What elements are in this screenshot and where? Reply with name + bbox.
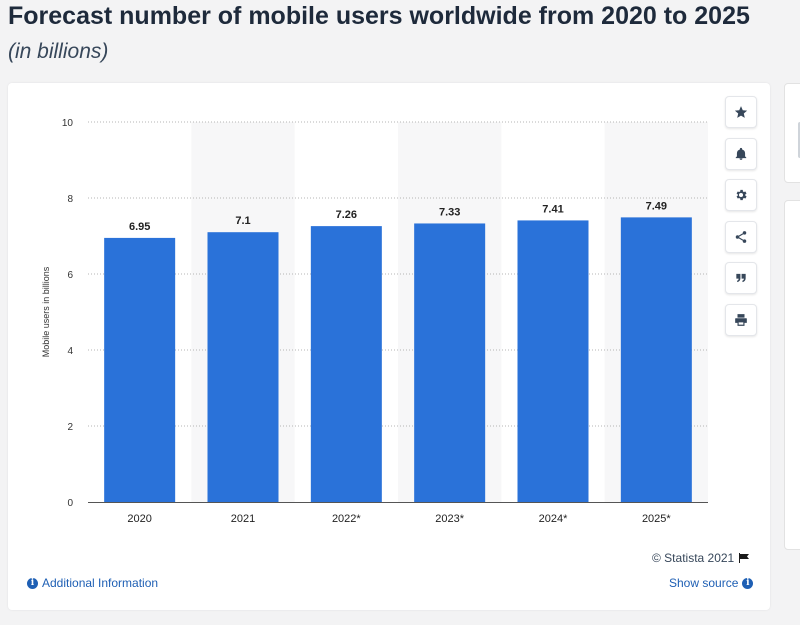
share-icon	[735, 230, 747, 243]
star-icon	[734, 106, 748, 118]
info-icon: i	[742, 577, 754, 589]
y-axis-title: Mobile users in billions	[41, 266, 51, 357]
bar-value-label: 7.41	[542, 203, 563, 215]
additional-information-label: Additional Information	[42, 576, 159, 590]
bar	[517, 220, 589, 503]
x-tick-label: 2023*	[435, 513, 464, 525]
gear-icon	[736, 189, 747, 201]
bar-value-label: 7.33	[439, 206, 460, 218]
bar	[207, 232, 279, 502]
bar	[104, 237, 176, 502]
show-source-link[interactable]: Show source i	[669, 576, 754, 590]
x-tick-label: 2024*	[539, 513, 568, 525]
side-panel-top	[784, 83, 800, 183]
bell-icon	[735, 147, 747, 160]
x-tick-label: 2020	[127, 513, 151, 525]
bar	[310, 226, 382, 502]
chart-toolbar	[725, 96, 759, 345]
favorite-button[interactable]	[725, 96, 757, 128]
quote-icon	[736, 273, 746, 283]
y-tick-label: 0	[67, 498, 73, 509]
copyright: © Statista 2021	[652, 551, 750, 565]
side-panel-bottom	[784, 200, 800, 550]
y-tick-label: 6	[67, 270, 73, 281]
page-subtitle: (in billions)	[8, 40, 109, 63]
y-tick-label: 8	[67, 194, 73, 205]
y-tick-label: 10	[62, 118, 74, 129]
additional-information-link[interactable]: i Additional Information	[27, 576, 158, 590]
y-tick-label: 2	[67, 422, 73, 433]
share-button[interactable]	[725, 220, 757, 253]
print-button[interactable]	[725, 303, 757, 336]
copyright-text: © Statista 2021	[652, 551, 735, 565]
cite-button[interactable]	[725, 262, 757, 294]
y-tick-label: 4	[67, 346, 73, 357]
print-icon	[735, 313, 747, 326]
x-tick-label: 2025*	[642, 513, 671, 525]
bar-value-label: 7.26	[336, 209, 357, 221]
notification-button[interactable]	[725, 137, 757, 170]
settings-button[interactable]	[725, 179, 757, 211]
info-icon: i	[27, 577, 38, 589]
x-tick-label: 2022*	[332, 513, 361, 525]
bar	[620, 217, 692, 502]
bar-value-label: 7.1	[235, 215, 250, 227]
x-tick-label: 2021	[231, 513, 255, 525]
page-title: Forecast number of mobile users worldwid…	[8, 2, 750, 30]
bar	[414, 223, 486, 502]
bar-value-label: 7.49	[646, 200, 667, 212]
bar-value-label: 6.95	[129, 221, 150, 233]
panel-tab	[798, 122, 800, 158]
flag-icon[interactable]	[738, 553, 750, 563]
show-source-label: Show source	[669, 576, 739, 590]
